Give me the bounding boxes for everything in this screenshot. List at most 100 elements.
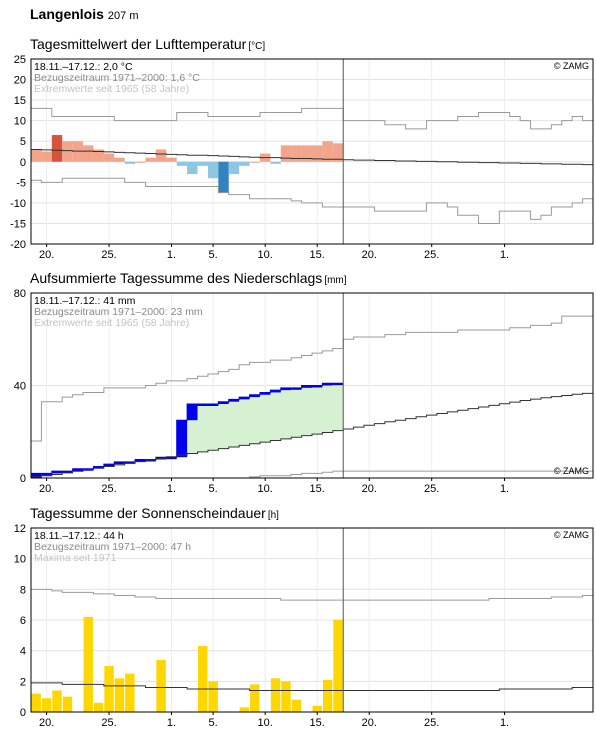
sunshine-bar	[208, 681, 218, 712]
precipitation-step	[187, 404, 198, 421]
y-tick-label: 0	[20, 707, 26, 719]
temperature-bar	[62, 141, 73, 162]
temperature-bar	[155, 149, 167, 162]
y-tick-label: 15	[14, 95, 26, 107]
temperature-bar	[31, 149, 42, 162]
sunshine-bar	[312, 705, 322, 712]
temperature-bar	[301, 145, 312, 162]
normal-line	[31, 392, 593, 478]
temperature-bar	[291, 145, 302, 162]
sunshine-bar	[41, 698, 52, 712]
sunshine-bar	[104, 666, 114, 712]
normal-line	[31, 148, 593, 166]
sunshine-bar	[83, 616, 93, 712]
temperature-bar	[41, 151, 52, 162]
precipitation-step	[218, 401, 229, 404]
temperature-bar	[103, 153, 115, 162]
temperature-bar	[239, 161, 250, 166]
temperature-bar	[228, 161, 240, 175]
x-tick-label: 1.	[167, 249, 176, 261]
sunshine-bar	[270, 678, 281, 712]
sunshine-bar	[239, 707, 250, 712]
temperature-bar	[166, 157, 177, 162]
y-tick-label: 0	[20, 473, 26, 485]
temperature-bar	[249, 161, 260, 163]
y-tick-label: 0	[20, 157, 26, 169]
y-tick-label: 10	[14, 554, 26, 566]
temperature-bar	[270, 161, 281, 164]
sunshine-chart-title: Tagessumme der Sonnenscheindauer [h]	[30, 505, 279, 521]
x-tick-label: 5.	[209, 717, 218, 729]
sunshine-bar	[125, 673, 135, 712]
legend-entry: Extremwerte seit 1965 (58 Jahre)	[34, 317, 189, 329]
temperature-bar	[114, 157, 125, 162]
sunshine-bar	[114, 678, 125, 712]
maxima-line	[31, 588, 593, 601]
y-tick-label: 10	[14, 116, 26, 128]
legend-entry: 18.11.–17.12.: 2,0 °C	[34, 61, 133, 73]
x-tick-label: 1.	[500, 717, 509, 729]
y-tick-label: 80	[14, 288, 26, 300]
x-tick-label: 20.	[39, 249, 54, 261]
sunshine-bar	[31, 693, 41, 712]
copyright-label: © ZAMG	[554, 530, 589, 540]
sunshine-bar	[156, 659, 166, 712]
precipitation-step	[51, 471, 63, 474]
x-tick-label: 25.	[101, 249, 116, 261]
station-name: Langenlois	[30, 6, 104, 22]
x-tick-label: 1.	[167, 483, 176, 495]
x-tick-label: 20.	[362, 717, 377, 729]
precipitation-step	[176, 420, 188, 458]
temperature-bar	[332, 143, 344, 162]
sunshine-bar	[62, 696, 73, 712]
legend-entry: Bezugszeitraum 1971–2000: 1,6 °C	[34, 72, 200, 84]
x-tick-label: 25.	[424, 249, 439, 261]
plot-frame	[30, 58, 594, 245]
x-tick-label: 15.	[310, 717, 325, 729]
legend-entry: 18.11.–17.12.: 44 h	[34, 530, 124, 542]
temperature-bar	[187, 161, 198, 175]
x-tick-label: 25.	[101, 483, 116, 495]
precipitation-step	[103, 464, 115, 467]
copyright-label: © ZAMG	[554, 466, 589, 476]
y-tick-label: -10	[10, 198, 26, 210]
y-tick-label: 20	[14, 75, 26, 87]
x-tick-label: 20.	[39, 483, 54, 495]
temperature-bar	[51, 135, 63, 162]
x-tick-label: 20.	[39, 717, 54, 729]
y-tick-label: -5	[16, 177, 26, 189]
precipitation-chart-title: Aufsummierte Tagessumme des Niederschlag…	[30, 270, 347, 286]
x-tick-label: 20.	[362, 249, 377, 261]
sunshine-bar	[281, 681, 291, 712]
precipitation-step	[280, 387, 292, 391]
sunshine-bar	[198, 646, 208, 712]
extreme-min-line	[31, 470, 593, 479]
temperature-bar	[280, 145, 292, 162]
temperature-bar	[312, 145, 323, 162]
x-tick-label: 1.	[167, 717, 176, 729]
precipitation-step	[135, 459, 146, 462]
y-tick-label: -15	[10, 218, 26, 230]
sunshine-bar	[93, 702, 104, 712]
x-tick-label: 25.	[424, 483, 439, 495]
legend-entry: Bezugszeitraum 1971–2000: 47 h	[34, 541, 191, 553]
legend-entry: Extremwerte seit 1965 (58 Jahre)	[34, 83, 189, 95]
x-tick-label: 15.	[310, 249, 325, 261]
y-tick-label: 6	[20, 615, 26, 627]
precipitation-step	[62, 471, 73, 474]
precipitation-step	[312, 385, 323, 388]
extreme-max-line	[31, 315, 593, 442]
x-tick-label: 5.	[209, 249, 218, 261]
precipitation-step	[166, 457, 177, 460]
sunshine-bar	[322, 679, 333, 712]
precipitation-step	[291, 387, 302, 390]
temperature-bar	[218, 161, 229, 193]
temperature-bar	[124, 161, 136, 164]
chart-panel-1: 25 20 15 10 5 0 -5 -10 -15 -20 20. 25. 1. 5. 10. 15. 20.…	[10, 54, 594, 261]
precipitation-step	[72, 468, 84, 472]
temperature-bar	[207, 161, 219, 179]
precipitation-step	[41, 473, 52, 476]
x-tick-label: 10.	[258, 483, 273, 495]
precipitation-step	[145, 459, 156, 462]
y-tick-label: 8	[20, 584, 26, 596]
